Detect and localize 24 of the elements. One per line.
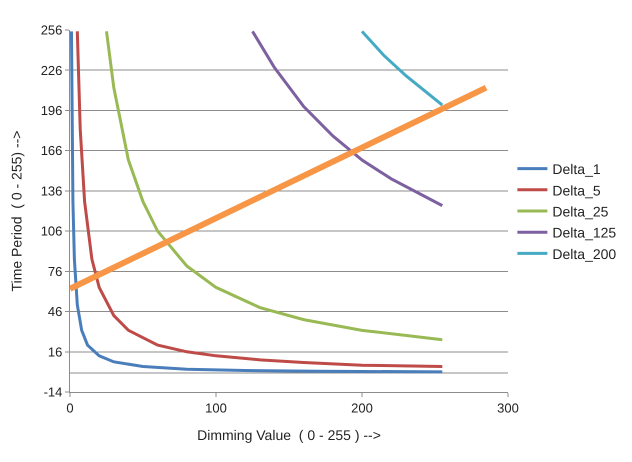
legend-label: Delta_1 bbox=[552, 161, 601, 178]
y-tick-label: 16 bbox=[48, 344, 62, 360]
y-tick-label: 196 bbox=[40, 102, 62, 118]
x-axis-title: Dimming Value ( 0 - 255 ) --> bbox=[197, 426, 381, 443]
y-tick-label: 136 bbox=[40, 183, 62, 198]
x-tick-label: 0 bbox=[66, 400, 74, 416]
x-tick-label: 300 bbox=[497, 400, 519, 416]
y-tick-label: 46 bbox=[48, 304, 62, 320]
y-tick-label: -14 bbox=[44, 384, 62, 400]
y-tick-label: 106 bbox=[40, 224, 62, 239]
y-axis-title: Time Period ( 0 - 255) --> bbox=[8, 130, 24, 292]
line-series bbox=[105, 30, 444, 342]
x-tick-label: 200 bbox=[351, 400, 373, 416]
x-tick-label: 100 bbox=[205, 400, 227, 416]
legend-label: Delta_125 bbox=[552, 224, 616, 241]
y-tick-label: 226 bbox=[40, 62, 62, 78]
legend-label: Delta_200 bbox=[552, 246, 616, 262]
legend-label: Delta_5 bbox=[552, 182, 601, 198]
y-tick-label: 256 bbox=[40, 22, 62, 38]
line-series bbox=[360, 30, 444, 107]
legend-label: Delta_25 bbox=[552, 203, 609, 220]
line-series bbox=[251, 30, 444, 208]
y-tick-label: 76 bbox=[48, 264, 62, 279]
y-tick-label: 166 bbox=[40, 143, 62, 158]
